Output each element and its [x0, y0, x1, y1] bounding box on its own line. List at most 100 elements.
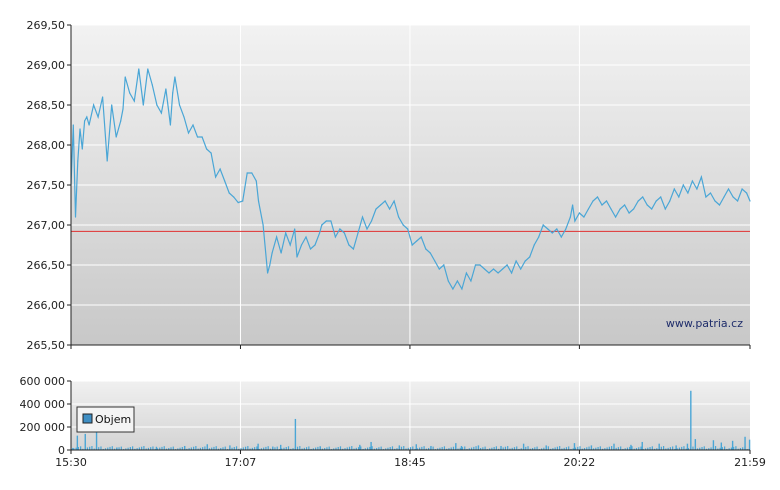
volume-bar: [281, 448, 283, 450]
price-point: [156, 104, 158, 106]
volume-bar: [107, 447, 109, 450]
price-point: [492, 268, 495, 270]
volume-bar: [370, 441, 372, 450]
volume-bar: [719, 447, 721, 450]
price-point: [187, 132, 190, 134]
volume-bar: [193, 446, 195, 450]
volume-bar: [337, 447, 339, 450]
volume-bar: [204, 446, 206, 450]
price-point: [334, 236, 336, 238]
volume-bar: [573, 443, 576, 450]
price-point: [456, 280, 458, 282]
price-point: [605, 200, 608, 202]
price-point: [642, 196, 644, 198]
price-point: [398, 216, 400, 218]
volume-bar: [448, 448, 450, 450]
volume-bar: [380, 446, 382, 450]
volume-bar: [407, 447, 409, 450]
price-point: [610, 208, 612, 210]
volume-bar: [77, 447, 79, 450]
price-y-tick-label: 269,00: [27, 59, 66, 72]
volume-y-tick-label: 200 000: [20, 421, 66, 434]
price-point: [551, 232, 553, 234]
volume-bar: [265, 446, 267, 450]
volume-bar: [570, 448, 572, 450]
volume-bar: [163, 446, 165, 450]
volume-bar: [630, 444, 632, 450]
volume-bar: [195, 446, 197, 450]
price-point: [705, 196, 707, 198]
volume-bar: [183, 445, 186, 450]
price-point: [696, 188, 698, 190]
price-point: [601, 204, 603, 206]
volume-bar: [588, 446, 590, 450]
volume-bar: [676, 448, 678, 450]
volume-bar: [303, 447, 305, 450]
price-point: [732, 196, 734, 198]
price-point: [205, 148, 208, 150]
volume-bar: [150, 447, 152, 450]
volume-bar: [373, 448, 375, 450]
price-point: [465, 272, 468, 274]
price-point: [262, 224, 264, 226]
volume-bar: [493, 447, 495, 450]
volume-bar: [156, 448, 159, 450]
volume-bar: [502, 447, 504, 450]
price-point: [285, 232, 287, 234]
volume-bar: [452, 446, 455, 450]
volume-bar: [540, 448, 543, 450]
volume-bar: [461, 447, 464, 450]
volume-bar: [720, 442, 723, 450]
price-point: [714, 200, 716, 202]
volume-gridlines: [71, 380, 750, 450]
volume-bars: [71, 390, 751, 450]
volume-bar: [737, 448, 739, 450]
price-point: [196, 136, 199, 138]
price-point: [434, 260, 436, 262]
price-point: [678, 196, 680, 198]
volume-bar: [414, 448, 416, 450]
volume-bar: [455, 443, 457, 450]
volume-bar: [364, 448, 366, 450]
price-y-tick-label: 267,00: [27, 219, 66, 232]
volume-bar: [714, 446, 717, 450]
volume-bar: [215, 446, 217, 450]
price-point: [192, 124, 194, 126]
price-point: [470, 280, 472, 282]
volume-bar: [82, 448, 84, 450]
price-point: [361, 216, 364, 218]
price-point: [325, 220, 327, 222]
volume-bar: [127, 447, 129, 450]
volume-bar: [457, 448, 459, 450]
volume-bar: [324, 447, 326, 450]
price-point: [88, 124, 90, 126]
volume-bar: [398, 445, 401, 450]
volume-y-axis-ticks: 600 000 400 000 200 000 0: [20, 375, 71, 457]
volume-bar: [181, 447, 183, 450]
volume-bar: [604, 448, 606, 450]
price-point: [746, 192, 748, 194]
volume-bar: [531, 447, 534, 450]
volume-bar: [516, 446, 518, 450]
price-y-axis-ticks: 269,50 269,00 268,50 268,00 267,50 267,00 266,…: [27, 19, 71, 352]
volume-y-tick-label: 0: [58, 444, 65, 457]
volume-bar: [98, 447, 100, 450]
volume-bar: [468, 448, 470, 450]
price-point: [255, 180, 257, 182]
price-point: [294, 228, 296, 230]
volume-bar: [599, 446, 601, 450]
volume-bar: [315, 447, 317, 450]
price-point: [718, 204, 721, 206]
volume-legend: Objem: [76, 406, 135, 433]
volume-bar: [595, 447, 597, 450]
volume-bar: [357, 447, 360, 450]
price-point: [330, 220, 332, 222]
price-point: [443, 264, 445, 266]
volume-bar: [359, 444, 361, 450]
volume-bar: [522, 443, 525, 450]
volume-bar: [170, 447, 172, 450]
x-tick-label: 20:22: [564, 456, 596, 469]
volume-bar: [518, 448, 520, 450]
volume-bar: [319, 446, 321, 450]
volume-bar: [321, 448, 324, 450]
